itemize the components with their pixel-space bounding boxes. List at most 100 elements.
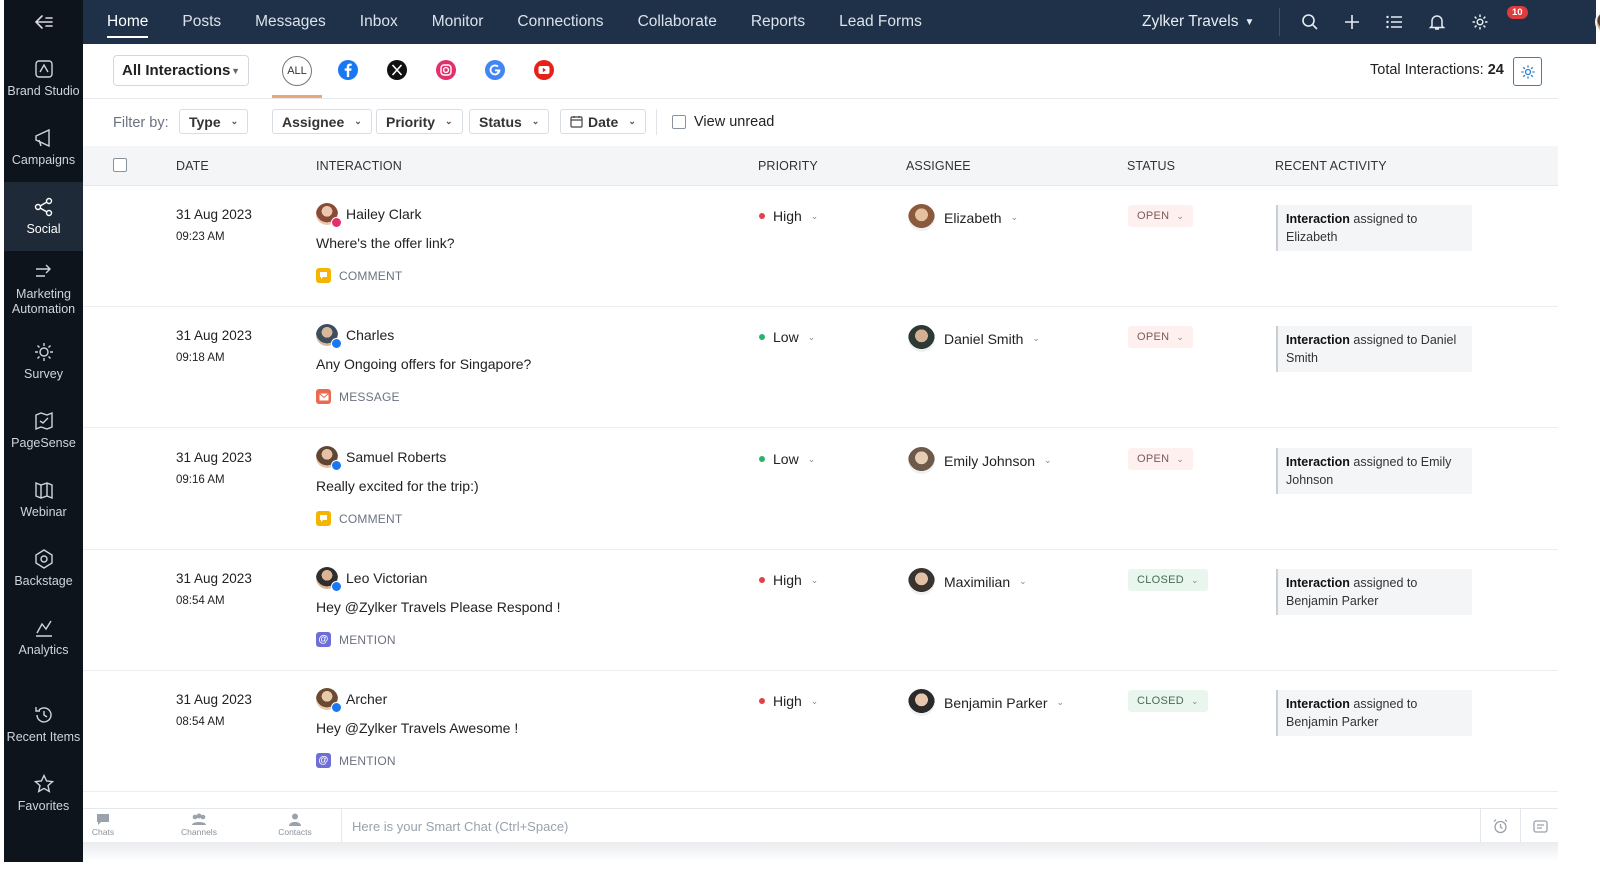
smart-chat-input[interactable]: Here is your Smart Chat (Ctrl+Space) [341, 809, 1071, 843]
chat-window-button[interactable] [1520, 809, 1560, 843]
brand-switcher-dropdown[interactable]: Zylker Travels ▼ [1142, 0, 1254, 44]
sidebar-item-recent-items[interactable]: Recent Items [4, 690, 83, 759]
table-row[interactable]: 31 Aug 2023 09:18 AM Charles Any Ongoing… [83, 307, 1558, 428]
type-filter-dropdown[interactable]: Type ⌄ [179, 109, 249, 134]
date-filter-dropdown[interactable]: Date ⌄ [560, 109, 646, 134]
status-badge-dropdown[interactable]: OPEN ⌄ [1128, 326, 1194, 348]
table-row[interactable]: 31 Aug 2023 09:23 AM Hailey Clark Where'… [83, 186, 1558, 307]
assignee-dropdown[interactable]: Benjamin Parker ⌄ [908, 689, 1064, 716]
interaction-author[interactable]: Charles [316, 324, 395, 349]
caret-down-icon: ▼ [231, 65, 240, 76]
sidebar-item-brand-studio[interactable]: Brand Studio [4, 44, 83, 113]
nav-item-connections[interactable]: Connections [517, 13, 604, 30]
table-row[interactable]: 31 Aug 2023 08:54 AM Archer Hey @Zylker … [83, 671, 1558, 792]
sidebar-item-webinar[interactable]: Webinar [4, 465, 83, 534]
nav-item-lead-forms[interactable]: Lead Forms [839, 13, 922, 30]
nav-item-messages[interactable]: Messages [255, 13, 326, 30]
channel-x-button[interactable] [384, 57, 410, 83]
notifications-button[interactable] [1426, 11, 1448, 33]
search-button[interactable] [1299, 11, 1321, 33]
assignee-name: Emily Johnson [944, 452, 1036, 469]
priority-dropdown[interactable]: High ⌄ [759, 208, 818, 224]
column-header-recent-activity[interactable]: RECENT ACTIVITY [1275, 159, 1387, 173]
assignee-filter-dropdown[interactable]: Assignee ⌄ [272, 109, 372, 134]
table-row[interactable]: 31 Aug 2023 09:16 AM Samuel Roberts Real… [83, 429, 1558, 550]
interaction-author[interactable]: Leo Victorian [316, 567, 427, 592]
sidebar-item-marketing-automation[interactable]: Marketing Automation [4, 251, 83, 327]
chevron-down-icon: ⌄ [1056, 697, 1065, 707]
nav-item-collaborate[interactable]: Collaborate [637, 13, 717, 30]
status-badge-dropdown[interactable]: CLOSED ⌄ [1128, 569, 1208, 591]
table-row[interactable]: 31 Aug 2023 08:54 AM Leo Victorian Hey @… [83, 550, 1558, 671]
view-unread-checkbox[interactable] [672, 115, 686, 129]
sidebar-item-analytics[interactable]: Analytics [4, 603, 83, 672]
interaction-message[interactable]: Hey @Zylker Travels Awesome ! [316, 720, 519, 736]
assignee-dropdown[interactable]: Elizabeth ⌄ [908, 204, 1018, 231]
nav-item-monitor[interactable]: Monitor [431, 13, 484, 30]
status-badge-dropdown[interactable]: OPEN ⌄ [1128, 205, 1194, 227]
view-unread-toggle[interactable]: View unread [672, 114, 774, 130]
assignee-dropdown[interactable]: Maximilian ⌄ [908, 568, 1027, 595]
channel-facebook-button[interactable] [335, 57, 361, 83]
column-header-status[interactable]: STATUS [1127, 159, 1176, 173]
channel-google-button[interactable] [482, 57, 508, 83]
channels-button[interactable]: Channels [179, 813, 219, 837]
column-header-interaction[interactable]: INTERACTION [316, 159, 402, 173]
select-all-checkbox[interactable] [113, 158, 127, 172]
channel-instagram-button[interactable] [433, 57, 459, 83]
priority-filter-dropdown[interactable]: Priority ⌄ [376, 109, 463, 134]
priority-dropdown[interactable]: High ⌄ [759, 693, 818, 709]
reminders-button[interactable] [1480, 809, 1520, 843]
chevron-down-icon: ⌄ [445, 116, 453, 126]
author-name: Charles [346, 327, 395, 343]
priority-dropdown[interactable]: High ⌄ [759, 572, 818, 588]
settings-button[interactable] [1469, 11, 1491, 33]
nav-item-inbox[interactable]: Inbox [359, 13, 398, 30]
interaction-author[interactable]: Hailey Clark [316, 203, 421, 228]
nav-item-home[interactable]: Home [83, 0, 165, 44]
assignee-avatar [908, 568, 935, 595]
interaction-kind-label: MENTION [339, 753, 396, 768]
priority-dropdown[interactable]: Low ⌄ [759, 329, 815, 345]
task-list-button[interactable] [1383, 11, 1405, 33]
sidebar-item-backstage[interactable]: Backstage [4, 534, 83, 603]
interaction-author[interactable]: Archer [316, 688, 387, 713]
sidebar-item-campaigns[interactable]: Campaigns [4, 113, 83, 182]
status-badge-dropdown[interactable]: OPEN ⌄ [1128, 448, 1194, 470]
interaction-datetime: 31 Aug 2023 09:23 AM [176, 204, 252, 248]
recent-activity-card: Interaction assigned to Benjamin Parker [1276, 690, 1472, 736]
channel-all-button[interactable]: ALL [282, 56, 312, 86]
interaction-message[interactable]: Hey @Zylker Travels Please Respond ! [316, 599, 561, 615]
sidebar-item-social[interactable]: Social [4, 182, 83, 251]
interaction-message[interactable]: Any Ongoing offers for Singapore? [316, 356, 532, 372]
activity-text: assigned to Elizabeth [1286, 212, 1418, 244]
add-button[interactable] [1341, 11, 1363, 33]
interaction-time: 08:54 AM [176, 716, 225, 728]
assignee-dropdown[interactable]: Daniel Smith ⌄ [908, 325, 1040, 352]
interaction-type-dropdown[interactable]: All Interactions ▼ [113, 55, 249, 86]
channel-youtube-button[interactable] [531, 57, 557, 83]
column-header-assignee[interactable]: ASSIGNEE [906, 159, 971, 173]
user-avatar[interactable] [1595, 9, 1600, 35]
nav-item-reports[interactable]: Reports [750, 13, 806, 30]
channel-settings-button[interactable] [1513, 57, 1542, 86]
sidebar-item-survey[interactable]: Survey [4, 327, 83, 396]
interaction-author[interactable]: Samuel Roberts [316, 446, 446, 471]
chats-button[interactable]: Chats [83, 813, 123, 837]
assignee-dropdown[interactable]: Emily Johnson ⌄ [908, 447, 1052, 474]
sidebar-item-favorites[interactable]: Favorites [4, 759, 83, 828]
contacts-button[interactable]: Contacts [275, 813, 315, 837]
column-header-date[interactable]: DATE [176, 159, 209, 173]
status-badge-dropdown[interactable]: CLOSED ⌄ [1128, 690, 1208, 712]
column-header-priority[interactable]: PRIORITY [758, 159, 818, 173]
interaction-message[interactable]: Where's the offer link? [316, 235, 455, 251]
collapse-back-button[interactable] [4, 0, 83, 44]
interaction-message[interactable]: Really excited for the trip:) [316, 478, 479, 494]
sidebar-item-pagesense[interactable]: PageSense [4, 396, 83, 465]
chevron-down-icon: ⌄ [1032, 333, 1040, 343]
nav-item-posts[interactable]: Posts [182, 13, 222, 30]
contacts-label: Contacts [278, 827, 312, 837]
status-filter-dropdown[interactable]: Status ⌄ [469, 109, 550, 134]
priority-dropdown[interactable]: Low ⌄ [759, 451, 815, 467]
plus-icon [1345, 15, 1359, 29]
